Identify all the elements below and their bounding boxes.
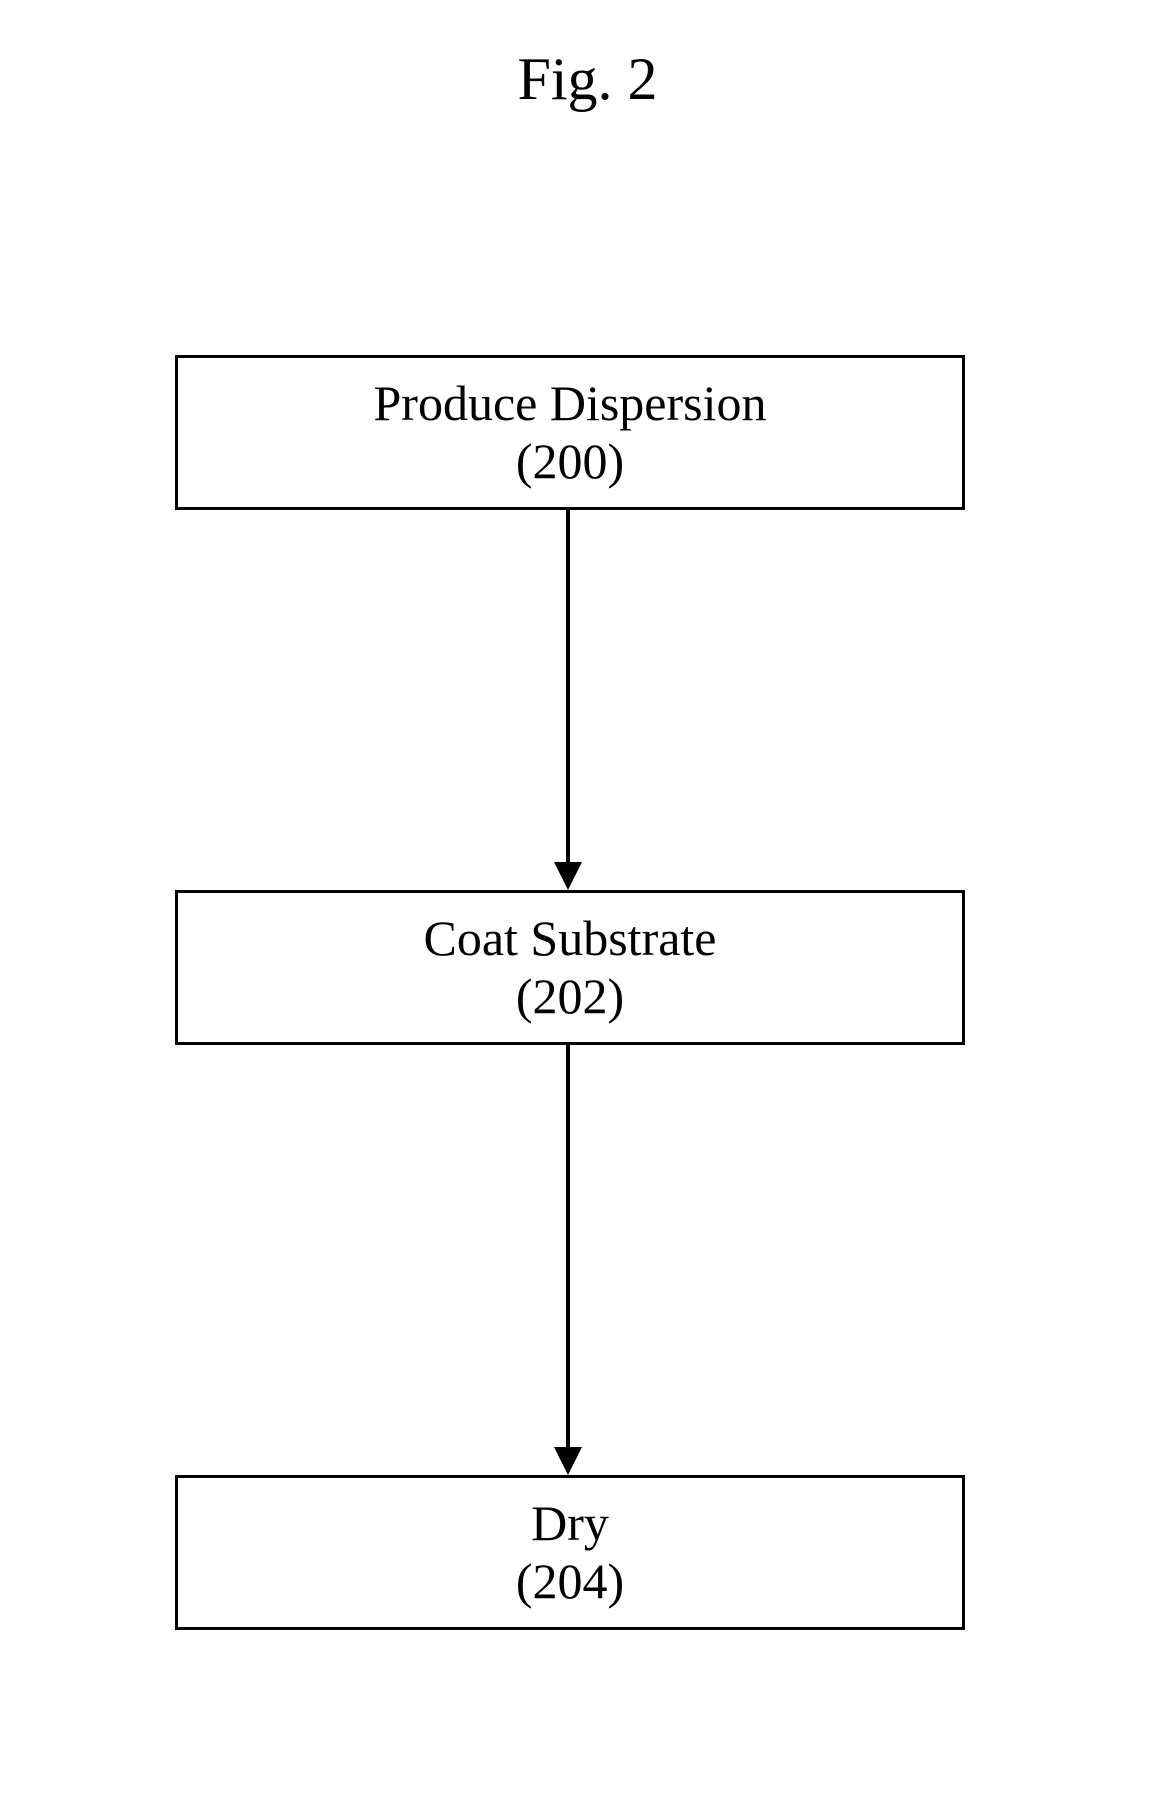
- figure-canvas: Fig. 2 Produce Dispersion (200) Coat Sub…: [0, 0, 1175, 1802]
- flow-node-dry: Dry (204): [175, 1475, 965, 1630]
- figure-title: Fig. 2: [0, 45, 1175, 114]
- flow-node-coat-substrate: Coat Substrate (202): [175, 890, 965, 1045]
- flow-node-ref: (200): [516, 433, 624, 491]
- arrow-head-icon: [554, 1447, 582, 1475]
- flow-node-ref: (202): [516, 968, 624, 1026]
- arrow-line-icon: [566, 1045, 570, 1447]
- flow-node-label: Dry: [531, 1495, 609, 1553]
- flow-node-label: Produce Dispersion: [374, 375, 767, 433]
- arrow-head-icon: [554, 862, 582, 890]
- flow-node-produce-dispersion: Produce Dispersion (200): [175, 355, 965, 510]
- arrow-line-icon: [566, 510, 570, 862]
- flow-node-ref: (204): [516, 1553, 624, 1611]
- flow-node-label: Coat Substrate: [423, 910, 716, 968]
